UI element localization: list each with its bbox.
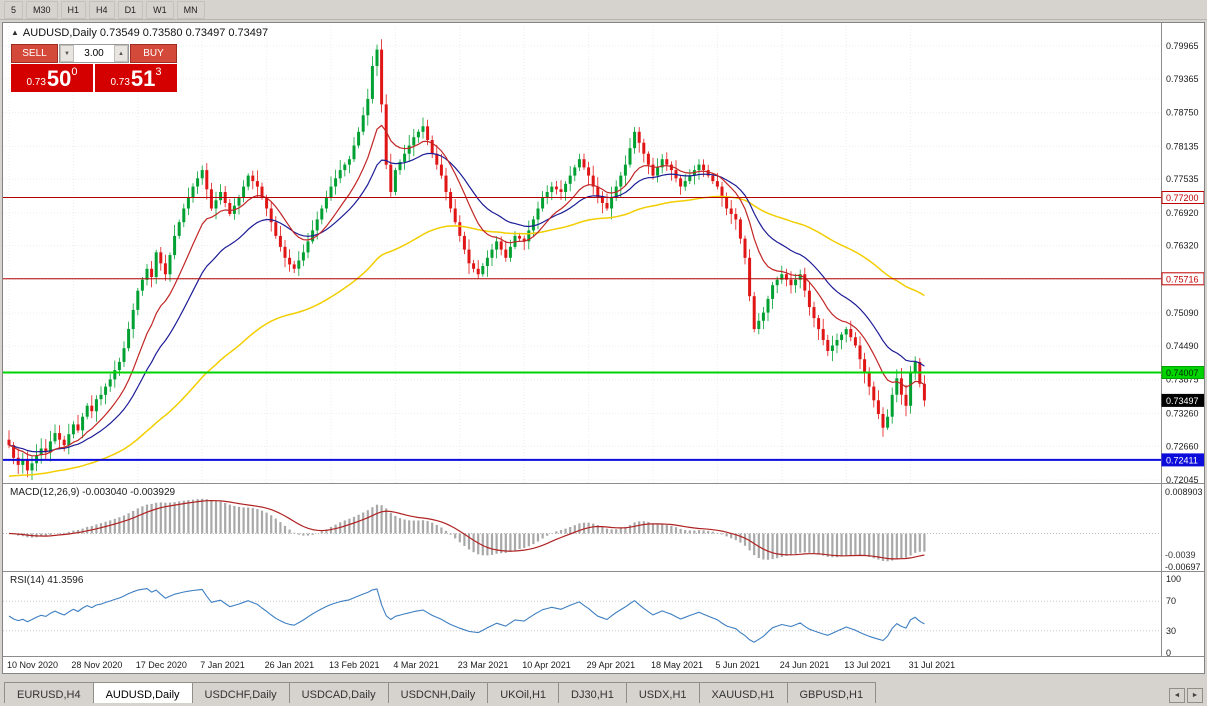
svg-text:5 Jun 2021: 5 Jun 2021 xyxy=(715,660,760,670)
svg-text:0.75090: 0.75090 xyxy=(1166,308,1199,318)
period-button-w1[interactable]: W1 xyxy=(146,0,174,19)
tab-gbpusd-h1[interactable]: GBPUSD,H1 xyxy=(786,682,877,703)
svg-text:0.79965: 0.79965 xyxy=(1166,41,1199,51)
period-button-5[interactable]: 5 xyxy=(4,0,24,19)
svg-text:28 Nov 2020: 28 Nov 2020 xyxy=(71,660,122,670)
svg-text:0.73260: 0.73260 xyxy=(1166,408,1199,418)
tab-usdcnh-daily[interactable]: USDCNH,Daily xyxy=(387,682,489,703)
period-button-h1[interactable]: H1 xyxy=(60,0,87,19)
level-price-tag: 0.77200 xyxy=(1161,191,1204,204)
level-price-tag: 0.75716 xyxy=(1161,272,1204,286)
tab-scroll-controls: ◄ ► xyxy=(1169,688,1203,703)
svg-text:0.77200: 0.77200 xyxy=(1166,193,1199,203)
price-tags: 0.77200 0.75716 0.74007 0.72411 0.73497 xyxy=(1161,191,1204,467)
svg-text:0.78135: 0.78135 xyxy=(1166,141,1199,151)
svg-text:0.72045: 0.72045 xyxy=(1166,475,1199,485)
svg-text:0.79365: 0.79365 xyxy=(1166,74,1199,84)
svg-text:0.74490: 0.74490 xyxy=(1166,341,1199,351)
horizontal-level-lines[interactable] xyxy=(3,197,1161,461)
sell-button[interactable]: SELL xyxy=(11,44,58,63)
svg-text:23 Mar 2021: 23 Mar 2021 xyxy=(458,660,509,670)
volume-input[interactable] xyxy=(74,45,114,62)
svg-text:4 Mar 2021: 4 Mar 2021 xyxy=(393,660,439,670)
buy-button[interactable]: BUY xyxy=(130,44,177,63)
svg-text:13 Jul 2021: 13 Jul 2021 xyxy=(844,660,891,670)
svg-text:17 Dec 2020: 17 Dec 2020 xyxy=(136,660,187,670)
level-price-tag: 0.74007 xyxy=(1161,366,1204,379)
period-button-h4[interactable]: H4 xyxy=(89,0,115,19)
svg-text:-0.0039: -0.0039 xyxy=(1165,550,1196,560)
svg-text:70: 70 xyxy=(1166,596,1176,606)
svg-text:31 Jul 2021: 31 Jul 2021 xyxy=(909,660,956,670)
panel-dividers xyxy=(3,23,1204,657)
svg-text:0.72411: 0.72411 xyxy=(1166,455,1198,465)
moving-average-lines xyxy=(8,124,925,477)
ask-price-prefix: 0.73 xyxy=(110,77,130,88)
timeframe-toolbar: 5 M30 H1 H4 D1 W1 MN xyxy=(0,0,1207,20)
tab-usdchf-daily[interactable]: USDCHF,Daily xyxy=(191,682,290,703)
ask-price-big-digits: 51 xyxy=(130,66,156,91)
tab-dj30-h1[interactable]: DJ30,H1 xyxy=(558,682,627,703)
level-price-tag: 0.72411 xyxy=(1161,453,1204,467)
ask-price-pip: 3 xyxy=(155,66,162,78)
svg-text:0.77535: 0.77535 xyxy=(1166,174,1199,184)
svg-text:29 Apr 2021: 29 Apr 2021 xyxy=(587,660,636,670)
svg-text:26 Jan 2021: 26 Jan 2021 xyxy=(265,660,315,670)
tab-xauusd-h1[interactable]: XAUUSD,H1 xyxy=(698,682,788,703)
tab-usdx-h1[interactable]: USDX,H1 xyxy=(625,682,700,703)
chart-tabs: EURUSD,H4 AUDUSD,Daily USDCHF,Daily USDCAD,… xyxy=(4,682,877,703)
svg-text:24 Jun 2021: 24 Jun 2021 xyxy=(780,660,830,670)
period-button-d1[interactable]: D1 xyxy=(117,0,144,19)
tab-usdcad-daily[interactable]: USDCAD,Daily xyxy=(288,682,389,703)
bid-price-box[interactable]: 0.73 50 0 xyxy=(11,64,93,92)
chart-canvas[interactable]: 0.79965 0.79365 0.78750 0.78135 0.77535 0.769… xyxy=(3,23,1204,673)
svg-text:30: 30 xyxy=(1166,626,1176,636)
svg-text:100: 100 xyxy=(1166,574,1181,584)
volume-decrement-button[interactable]: ▼ xyxy=(60,45,74,62)
time-axis-labels: 10 Nov 2020 28 Nov 2020 17 Dec 2020 7 Jan 2… xyxy=(7,660,955,670)
svg-text:0.008903: 0.008903 xyxy=(1165,487,1203,497)
chart-window: 0.79965 0.79365 0.78750 0.78135 0.77535 0.769… xyxy=(2,22,1205,674)
tab-scroll-left-icon[interactable]: ◄ xyxy=(1169,688,1185,703)
period-button-m30[interactable]: M30 xyxy=(26,0,58,19)
candlestick-series xyxy=(7,39,926,481)
tab-ukoil-h1[interactable]: UKOil,H1 xyxy=(487,682,560,703)
bid-price-prefix: 0.73 xyxy=(26,77,46,88)
period-button-mn[interactable]: MN xyxy=(176,0,205,19)
one-click-trading-widget: SELL ▼ ▲ BUY 0.73 50 0 0.73 51 3 xyxy=(11,44,177,92)
tab-eurusd-h4[interactable]: EURUSD,H4 xyxy=(4,682,94,703)
svg-text:7 Jan 2021: 7 Jan 2021 xyxy=(200,660,245,670)
tab-audusd-daily[interactable]: AUDUSD,Daily xyxy=(92,682,193,703)
svg-text:18 May 2021: 18 May 2021 xyxy=(651,660,703,670)
rsi-panel xyxy=(3,588,1161,643)
tab-scroll-right-icon[interactable]: ► xyxy=(1187,688,1203,703)
svg-text:-0.00697: -0.00697 xyxy=(1165,562,1201,572)
bid-price-pip: 0 xyxy=(71,66,78,78)
grid xyxy=(3,26,1161,483)
current-price-tag: 0.73497 xyxy=(1161,393,1204,407)
volume-stepper: ▼ ▲ xyxy=(59,44,129,63)
svg-text:0.72660: 0.72660 xyxy=(1166,441,1199,451)
bid-price-big-digits: 50 xyxy=(46,66,72,91)
volume-increment-button[interactable]: ▲ xyxy=(114,45,128,62)
svg-text:0.73497: 0.73497 xyxy=(1166,396,1199,406)
svg-text:10 Apr 2021: 10 Apr 2021 xyxy=(522,660,571,670)
svg-text:0.78750: 0.78750 xyxy=(1166,108,1199,118)
svg-text:0.74007: 0.74007 xyxy=(1166,368,1199,378)
svg-text:10 Nov 2020: 10 Nov 2020 xyxy=(7,660,58,670)
svg-text:0: 0 xyxy=(1166,648,1171,658)
price-axis-labels: 0.79965 0.79365 0.78750 0.78135 0.77535 0.769… xyxy=(1165,41,1203,658)
chart-tabs-bar: EURUSD,H4 AUDUSD,Daily USDCHF,Daily USDCAD,… xyxy=(0,678,1207,706)
svg-text:0.73875: 0.73875 xyxy=(1166,375,1199,385)
svg-text:0.76920: 0.76920 xyxy=(1166,208,1199,218)
svg-text:13 Feb 2021: 13 Feb 2021 xyxy=(329,660,380,670)
ask-price-box[interactable]: 0.73 51 3 xyxy=(95,64,177,92)
svg-text:0.75716: 0.75716 xyxy=(1166,274,1199,284)
svg-text:0.76320: 0.76320 xyxy=(1166,241,1199,251)
macd-panel xyxy=(3,498,1161,562)
